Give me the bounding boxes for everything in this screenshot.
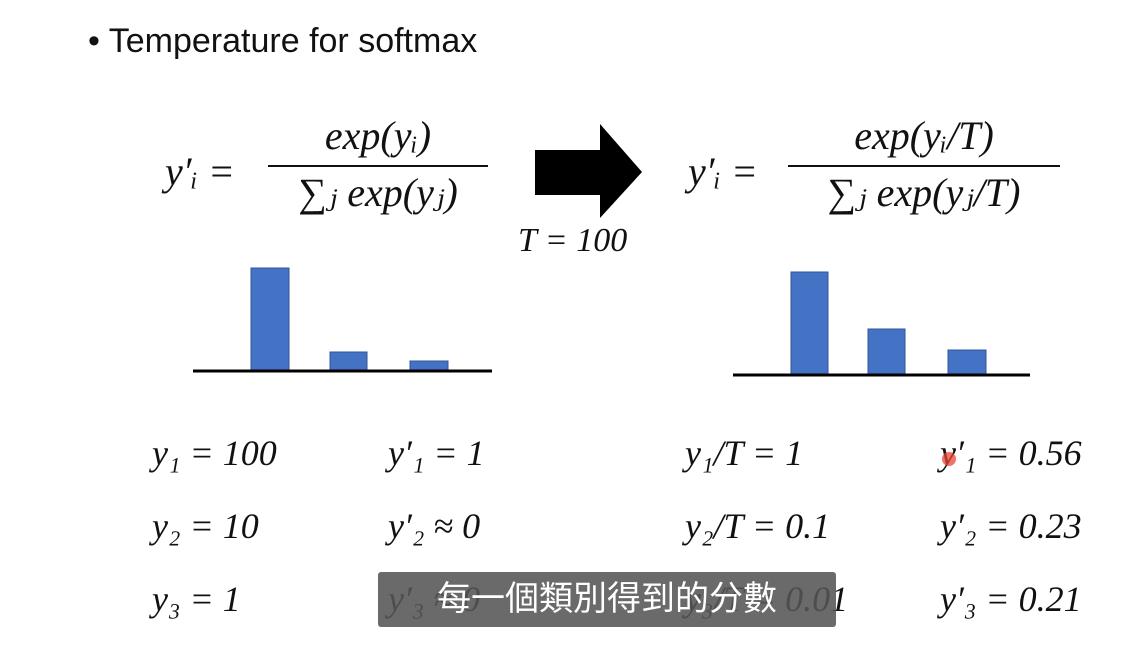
equation: y′₁ = 0.56 [940,433,1082,473]
arrow-label: T = 100 [518,222,628,259]
equation: y₁ = 100 [152,433,277,473]
arrow [535,124,642,218]
equation: y₃ = 1 [152,579,241,619]
denominator: ∑ⱼ exp(yⱼ/T) [827,170,1021,215]
bullet-text: Temperature for softmax [108,22,478,60]
equation: y₂ = 10 [152,506,259,546]
formula-lhs: y′ᵢ = [688,149,758,194]
equation: y′₂ = 0.23 [940,506,1082,546]
cursor-dot [942,452,956,466]
equation: y′₃ = 0.21 [940,579,1082,619]
equation: y₂/T = 0.1 [685,506,831,546]
left-bar-chart [193,267,492,373]
formula-lhs: y′ᵢ = [165,149,235,194]
right-fraction: exp(yᵢ/T) ∑ⱼ exp(yⱼ/T) [788,112,1060,216]
equation: y′₁ = 1 [388,433,485,473]
left-fraction: exp(yᵢ) ∑ⱼ exp(yⱼ) [268,112,488,216]
video-caption: 每一個類別得到的分數 [378,572,836,627]
bullet: • Temperature for softmax [88,22,478,60]
denominator: ∑ⱼ exp(yⱼ) [298,170,458,215]
right-bar-chart [733,271,1030,377]
equation: y′₂ ≈ 0 [388,506,481,546]
equation: y₁/T = 1 [685,433,804,473]
numerator: exp(yᵢ/T) [854,113,994,158]
numerator: exp(yᵢ) [324,113,432,158]
